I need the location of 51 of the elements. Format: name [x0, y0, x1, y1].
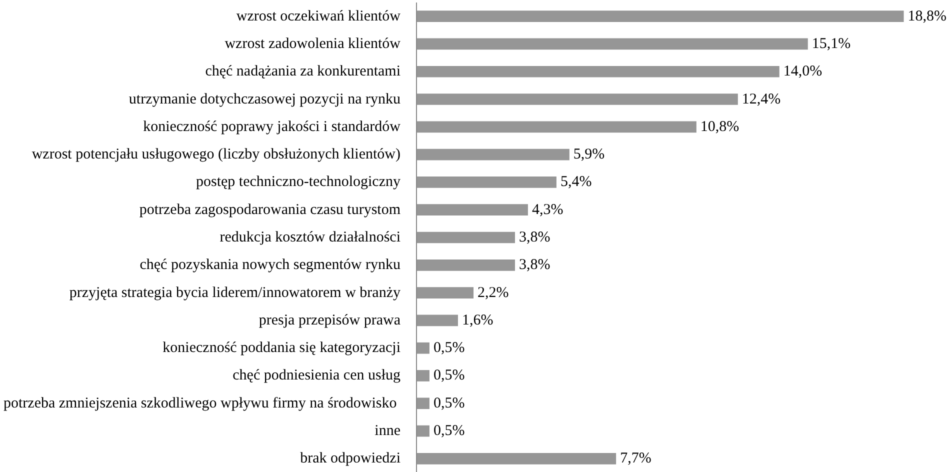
bar — [416, 342, 430, 354]
y-tick-label: konieczność poprawy jakości i standardów — [143, 118, 401, 135]
bar — [416, 287, 474, 298]
data-label: 3,8% — [518, 257, 550, 274]
bar — [416, 121, 696, 133]
data-label: 10,8% — [700, 118, 740, 135]
y-tick-label: potrzeba zmniejszenia szkodliwego wpływu firmy na środowisko — [4, 395, 397, 412]
y-tick-label: presja przepisów prawa — [258, 312, 401, 328]
data-label: 0,5% — [433, 340, 465, 356]
y-tick-label: wzrost potencjału usługowego (liczby obsłużonych klientów) — [32, 146, 401, 163]
data-label: 2,2% — [478, 284, 509, 301]
y-tick-label: postęp techniczno-technologiczny — [196, 174, 401, 190]
y-tick-label: chęć nadążania za konkurentami — [205, 64, 401, 80]
y-tick-label: redukcja kosztów działalności — [220, 230, 401, 246]
bar — [416, 94, 738, 105]
y-tick-label: potrzeba zagospodarowania czasu turystom — [139, 202, 401, 218]
data-label: 15,1% — [812, 36, 851, 52]
bar — [416, 204, 528, 216]
data-label: 5,9% — [573, 146, 605, 163]
y-tick-label: chęć podniesienia cen usług — [232, 368, 401, 384]
bar — [416, 314, 458, 326]
data-label: 12,4% — [742, 91, 781, 108]
bar — [416, 148, 570, 160]
bar — [416, 66, 780, 78]
y-tick-label: utrzymanie dotychczasowej pozycji na rynku — [128, 91, 401, 108]
bar — [416, 398, 430, 410]
y-tick-label: wzrost zadowolenia klientów — [224, 36, 401, 52]
bar — [416, 176, 556, 188]
y-tick-label: chęć pozyskania nowych segmentów rynku — [140, 257, 401, 274]
data-label: 4,3% — [532, 202, 564, 218]
bar — [416, 425, 430, 437]
y-tick-label: przyjęta strategia bycia liderem/innowatorem w branży — [69, 284, 401, 301]
bar — [416, 232, 515, 244]
y-tick-label: inne — [374, 423, 401, 440]
bar — [416, 38, 808, 50]
y-tick-label: brak odpowiedzi — [300, 450, 401, 467]
data-label: 0,5% — [433, 395, 465, 412]
y-tick-label: konieczność poddania się kategoryzacji — [162, 340, 401, 356]
data-label: 14,0% — [783, 64, 822, 80]
bar — [416, 259, 515, 271]
data-label: 0,5% — [433, 423, 465, 440]
data-label: 3,8% — [518, 230, 550, 246]
data-label: 1,6% — [462, 312, 494, 328]
y-tick-label: wzrost oczekiwań klientów — [236, 8, 401, 24]
bar — [416, 453, 616, 464]
data-label: 7,7% — [620, 450, 652, 467]
data-label: 5,4% — [560, 174, 592, 190]
data-label: 0,5% — [433, 368, 465, 384]
bar — [416, 10, 904, 22]
bar — [416, 370, 430, 382]
data-label: 18,8% — [908, 8, 947, 24]
